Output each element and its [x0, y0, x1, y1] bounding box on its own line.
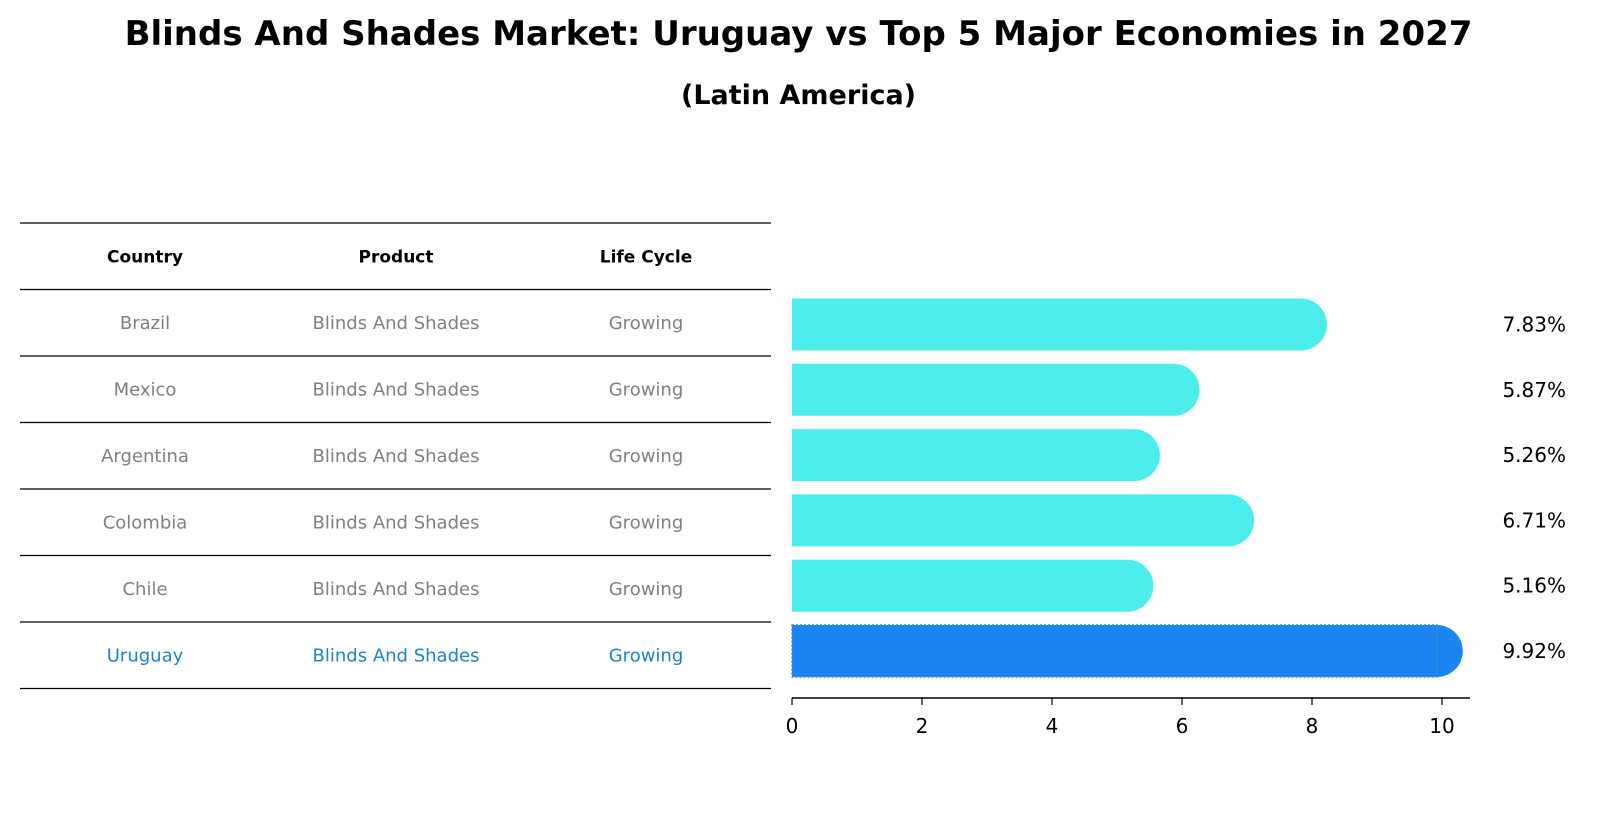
- table-cell-life-cycle: Growing: [609, 446, 684, 467]
- table-row: Chile Blinds And Shades Growing: [122, 579, 683, 600]
- bar-group: 5.87%: [792, 363, 1566, 416]
- table-cell-product: Blinds And Shades: [313, 313, 480, 334]
- table-cell-country: Brazil: [120, 313, 170, 334]
- bar-group: 6.71%: [792, 494, 1566, 547]
- table-cell-country: Mexico: [114, 379, 177, 400]
- table-header-product: Product: [359, 247, 434, 267]
- bar-argentina: [792, 429, 1160, 482]
- table-row: Mexico Blinds And Shades Growing: [114, 379, 684, 400]
- summary-table: Country Product Life Cycle Brazil Blinds And…: [20, 222, 771, 690]
- x-tick-label: 6: [1176, 714, 1189, 738]
- value-label-colombia: 6.71%: [1502, 508, 1566, 532]
- value-label-chile: 5.16%: [1502, 574, 1566, 598]
- x-tick-label: 2: [916, 714, 929, 738]
- value-label-argentina: 5.26%: [1502, 443, 1566, 467]
- value-label-mexico: 5.87%: [1502, 378, 1566, 402]
- bar-group: 5.16%: [792, 559, 1566, 612]
- value-label-uruguay: 9.92%: [1502, 639, 1566, 663]
- value-label-brazil: 7.83%: [1502, 313, 1566, 337]
- x-tick-label: 10: [1429, 714, 1454, 738]
- table-cell-country: Argentina: [101, 446, 189, 467]
- table-cell-life-cycle: Growing: [609, 579, 684, 600]
- bar-chile: [792, 559, 1154, 612]
- bar-colombia: [792, 494, 1255, 547]
- table-cell-life-cycle: Growing: [609, 645, 684, 666]
- x-tick-label: 4: [1046, 714, 1059, 738]
- bar-mexico: [792, 363, 1200, 416]
- table-row: Brazil Blinds And Shades Growing: [120, 313, 683, 334]
- table-header-country: Country: [107, 247, 183, 267]
- table-cell-product: Blinds And Shades: [313, 379, 480, 400]
- chart-title: Blinds And Shades Market: Uruguay vs Top…: [124, 14, 1473, 54]
- chart-subtitle: (Latin America): [680, 80, 917, 111]
- bar-uruguay: [792, 625, 1463, 677]
- table-cell-product: Blinds And Shades: [313, 579, 480, 600]
- table-cell-country: Uruguay: [107, 645, 184, 666]
- table-cell-country: Colombia: [103, 512, 188, 533]
- table-cell-country: Chile: [122, 579, 167, 600]
- table-cell-life-cycle: Growing: [609, 313, 684, 334]
- table-row: Colombia Blinds And Shades Growing: [103, 512, 684, 533]
- bar-series: 7.83% 5.87% 5.26% 6.71% 5.16% 9.92%: [791, 298, 1566, 678]
- table-row: Argentina Blinds And Shades Growing: [101, 446, 683, 467]
- x-tick-label: 8: [1306, 714, 1319, 738]
- bar-group: 9.92%: [791, 624, 1566, 678]
- x-axis: 0 2 4 6 8 10: [786, 697, 1470, 738]
- table-cell-product: Blinds And Shades: [313, 446, 480, 467]
- table-header-life-cycle: Life Cycle: [600, 247, 693, 267]
- bar-brazil: [792, 298, 1327, 351]
- bar-group: 7.83%: [792, 298, 1566, 351]
- table-cell-product: Blinds And Shades: [313, 645, 480, 666]
- bar-group: 5.26%: [792, 429, 1566, 482]
- table-cell-life-cycle: Growing: [609, 379, 684, 400]
- table-row: Uruguay Blinds And Shades Growing: [107, 645, 684, 666]
- table-cell-product: Blinds And Shades: [313, 512, 480, 533]
- table-cell-life-cycle: Growing: [609, 512, 684, 533]
- x-tick-label: 0: [786, 714, 799, 738]
